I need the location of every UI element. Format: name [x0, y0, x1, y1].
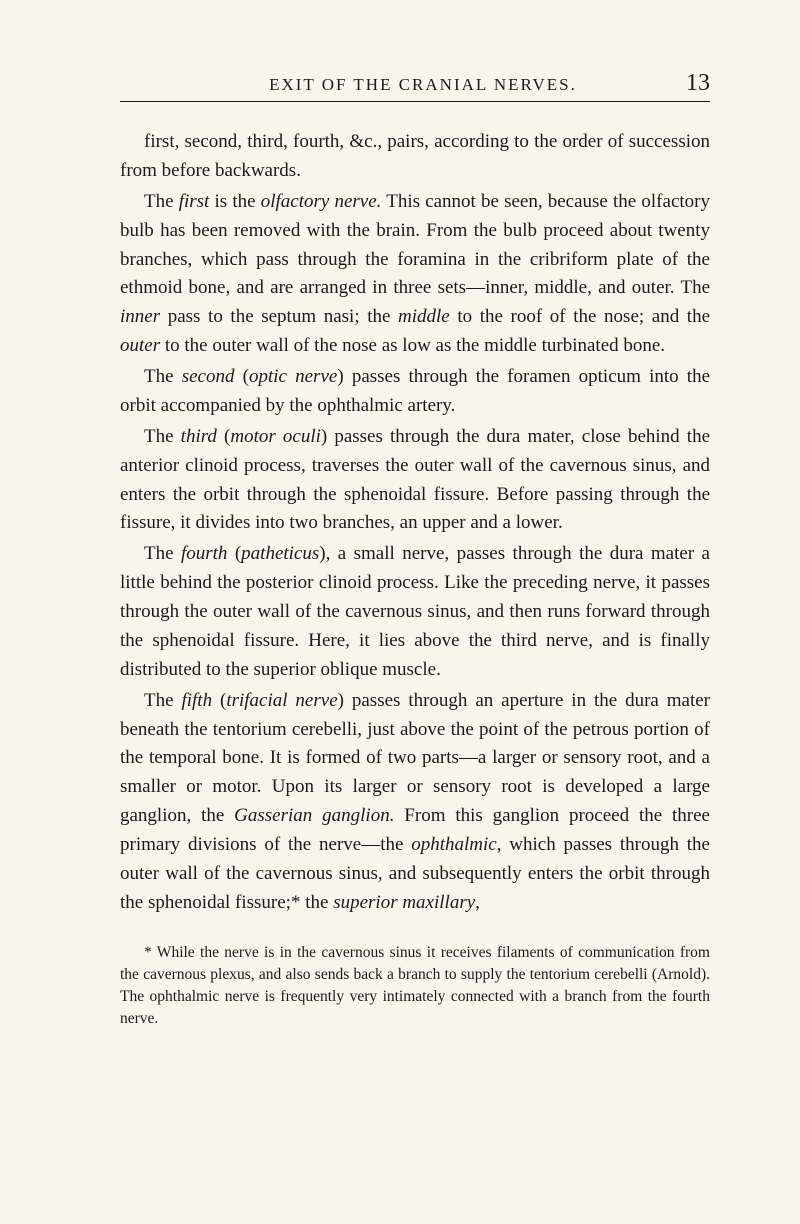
p4b: ( — [217, 426, 230, 447]
p2b: is the — [209, 191, 260, 212]
footnote-text: * While the nerve is in the cavernous si… — [120, 944, 710, 1027]
p6-gasserian: Gasserian ganglion. — [234, 805, 394, 826]
paragraph-2: The first is the olfactory nerve. This c… — [120, 188, 710, 361]
p3-second: second — [182, 366, 235, 387]
p6-trifacial: trifacial nerve — [226, 690, 337, 711]
p2-inner: inner — [120, 306, 160, 327]
p5b: ( — [227, 543, 241, 564]
header-title: EXIT OF THE CRANIAL NERVES. — [120, 75, 686, 95]
paragraph-1: first, second, third, fourth, &c., pairs… — [120, 128, 710, 186]
page-number: 13 — [686, 70, 710, 97]
p2f: to the outer wall of the nose as low as … — [160, 335, 665, 356]
p5-patheticus: patheticus — [241, 543, 319, 564]
p6f: , — [475, 892, 480, 913]
p2-outer: outer — [120, 335, 160, 356]
p4-motor: motor oculi — [230, 426, 321, 447]
p2a: The — [144, 191, 179, 212]
p6-fifth: fifth — [181, 690, 212, 711]
footnote: * While the nerve is in the cavernous si… — [120, 942, 710, 1030]
paragraph-3: The second (optic nerve) passes through … — [120, 363, 710, 421]
p6-superior-maxillary: superior maxillary — [333, 892, 475, 913]
p2-first: first — [179, 191, 210, 212]
p2e: to the roof of the nose; and the — [450, 306, 710, 327]
page: EXIT OF THE CRANIAL NERVES. 13 first, se… — [0, 0, 800, 1092]
header-rule — [120, 101, 710, 102]
p5-fourth: fourth — [181, 543, 227, 564]
p6b: ( — [212, 690, 226, 711]
running-header: EXIT OF THE CRANIAL NERVES. 13 — [120, 70, 710, 97]
p3-optic: optic nerve — [249, 366, 337, 387]
p6a: The — [144, 690, 181, 711]
p2-olfactory: olfactory nerve. — [261, 191, 382, 212]
paragraph-5: The fourth (patheticus), a small nerve, … — [120, 540, 710, 684]
p2d: pass to the septum nasi; the — [160, 306, 398, 327]
body-text: first, second, third, fourth, &c., pairs… — [120, 128, 710, 1030]
p4-third: third — [181, 426, 217, 447]
p2-middle: middle — [398, 306, 450, 327]
p6-ophthalmic: ophthalmic — [411, 834, 497, 855]
p5a: The — [144, 543, 181, 564]
p4a: The — [144, 426, 181, 447]
paragraph-4: The third (motor oculi) passes through t… — [120, 423, 710, 539]
paragraph-6: The fifth (trifacial nerve) passes throu… — [120, 687, 710, 918]
p3b: ( — [234, 366, 249, 387]
p1-text: first, second, third, fourth, &c., pairs… — [120, 131, 710, 181]
p3a: The — [144, 366, 182, 387]
